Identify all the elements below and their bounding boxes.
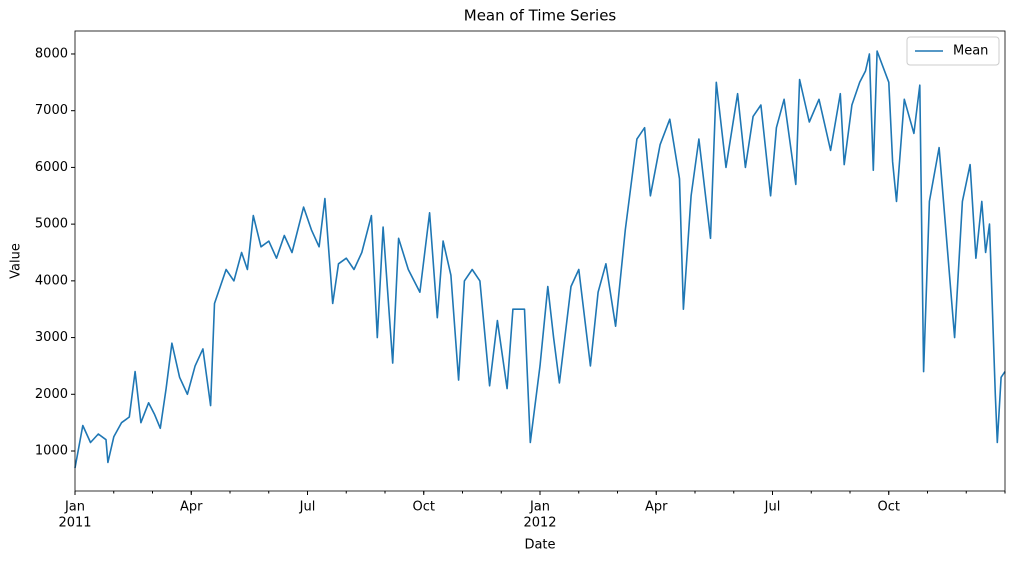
x-tick-label: Jul	[764, 500, 781, 515]
x-tick-label: Jul	[299, 500, 316, 515]
x-tick-label: Oct	[413, 500, 435, 515]
y-tick-label: 7000	[35, 103, 68, 118]
x-year-label: 2011	[58, 516, 91, 531]
series-line	[74, 50, 1006, 469]
plot-frame	[74, 30, 1006, 492]
x-tick-label: Oct	[878, 500, 900, 515]
legend-box	[906, 36, 1000, 66]
chart-title: Mean of Time Series	[464, 7, 617, 25]
y-tick-label: 8000	[35, 46, 68, 61]
y-tick-label: 3000	[35, 330, 68, 345]
x-tick-label: Jan	[64, 500, 85, 515]
y-tick-label: 5000	[35, 217, 68, 232]
y-axis-label: Value	[9, 243, 24, 279]
x-tick-label: Apr	[180, 500, 203, 515]
y-tick-label: 1000	[35, 444, 68, 459]
x-tick-label: Apr	[645, 500, 668, 515]
legend-label: Mean	[953, 44, 988, 59]
x-axis-label: Date	[524, 538, 555, 553]
x-year-label: 2012	[523, 516, 556, 531]
y-tick-label: 6000	[35, 160, 68, 175]
y-tick-label: 4000	[35, 273, 68, 288]
y-tick-label: 2000	[35, 387, 68, 402]
x-tick-label: Jan	[529, 500, 550, 515]
